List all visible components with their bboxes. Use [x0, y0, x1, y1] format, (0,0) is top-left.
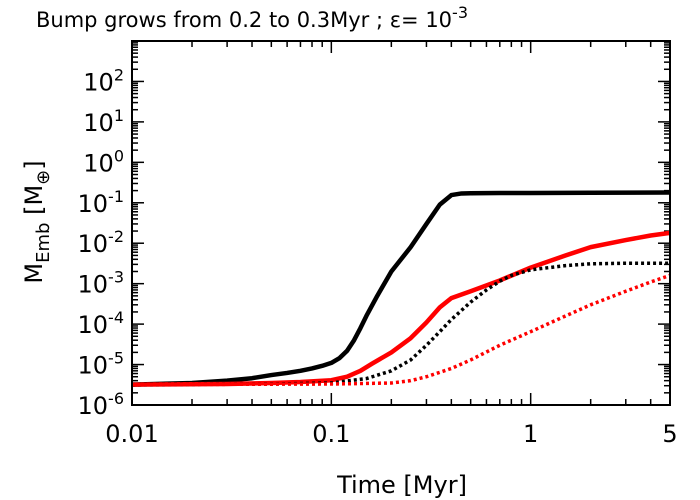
tick-labels: 0.01 0.1 1 5 10-6 10-5 10-4 10-3 10-2 10-1 100 101 1… [78, 65, 678, 448]
series-black-solid [131, 190, 671, 387]
y-tick-label: 10-2 [78, 227, 125, 258]
series-red-solid [131, 230, 671, 387]
chart-title: Bump grows from 0.2 to 0.3Myr ; ε= 10-3 [36, 3, 468, 32]
y-tick-label: 10-6 [78, 389, 125, 420]
y-tick-label: 101 [83, 106, 124, 137]
y-tick-label: 100 [83, 146, 124, 177]
y-axis-label: MEmb [M⊕] [20, 160, 54, 283]
tick-marks [131, 41, 671, 406]
series-red-dotted [131, 273, 671, 387]
y-tick-label: 10-4 [78, 308, 125, 339]
y-tick-label: 102 [83, 65, 124, 96]
series-lines [131, 190, 671, 387]
x-tick-label: 1 [523, 420, 538, 448]
x-tick-label: 0.01 [105, 420, 158, 448]
y-tick-label: 10-3 [78, 268, 125, 299]
plot-frame [131, 40, 671, 406]
y-tick-label: 10-1 [78, 187, 125, 218]
y-tick-label: 10-5 [78, 349, 125, 380]
series-black-dotted [131, 261, 670, 387]
x-tick-label: 0.1 [312, 420, 350, 448]
x-tick-label: 5 [662, 420, 677, 448]
x-axis-label: Time [Myr] [336, 471, 467, 499]
